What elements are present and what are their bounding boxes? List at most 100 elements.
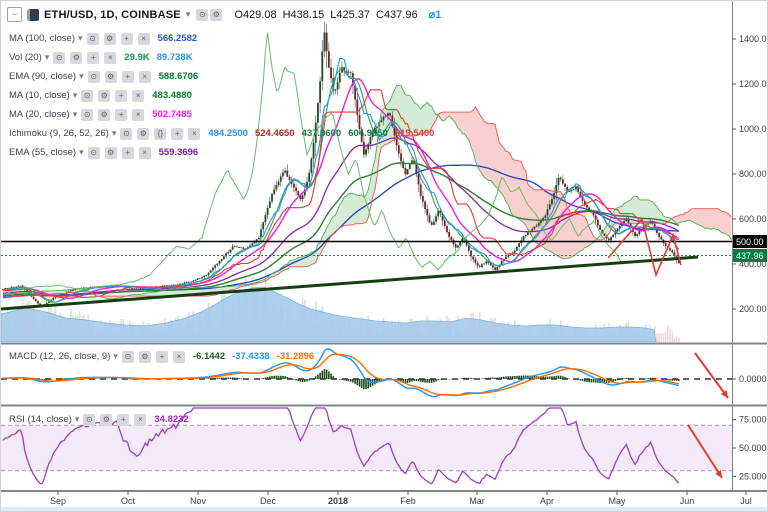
indicator-0-values: 566.2582 <box>158 33 198 44</box>
rsi-close-icon[interactable]: × <box>134 413 147 426</box>
indicator-4-caret[interactable]: ▾ <box>72 109 78 119</box>
indicator-1-close-icon[interactable]: × <box>104 51 117 64</box>
trend-line <box>1 255 699 311</box>
bottom-strip <box>1 507 767 511</box>
time-tick-label: Sep <box>50 496 66 506</box>
macd-row[interactable]: MACD (12, 26, close, 9) ▾ ⊙ ⚙ + × -6.1442 -37.4… <box>9 347 314 366</box>
time-tick-label: Dec <box>260 496 277 506</box>
chikou-line <box>2 32 623 296</box>
exchange-logo-icon <box>27 8 39 21</box>
macd-value: -31.2896 <box>276 351 315 362</box>
indicator-1-gear-icon[interactable]: ⚙ <box>70 51 83 64</box>
indicator-6-add-icon[interactable]: + <box>121 146 134 159</box>
indicator-2-close-icon[interactable]: × <box>138 70 151 83</box>
indicator-2-label: EMA (90, close) <box>9 71 77 82</box>
macd-legend: MACD (12, 26, close, 9) ▾ ⊙ ⚙ + × -6.1442 -37.4… <box>9 347 314 366</box>
symbol-toolbar: − ETH/USD, 1D, COINBASE ▾ ⊙ ⚙ O429.08 H438… <box>7 7 441 22</box>
indicator-5-eye-icon[interactable]: ⊙ <box>120 127 133 140</box>
indicator-2-caret[interactable]: ▾ <box>79 71 84 81</box>
indicator-5-caret[interactable]: ▾ <box>111 128 117 138</box>
symbol-settings-icon[interactable]: ⚙ <box>210 8 223 21</box>
rsi-tick-label: 75.0000 <box>739 415 768 425</box>
indicator-5-label: Ichimoku (9, 26, 52, 26) <box>9 128 109 139</box>
indicator-6-row[interactable]: EMA (55, close) ▾ ⊙ ⚙ + × 559.3696 <box>9 143 434 162</box>
time-axis[interactable]: Sep Oct Nov Dec 2018 Feb Mar Apr May Jun Jul <box>50 491 752 506</box>
indicator-4-values: 502.7485 <box>152 109 192 120</box>
indicator-2-gear-icon[interactable]: ⚙ <box>104 70 117 83</box>
red-arrow-drawing <box>687 424 723 479</box>
indicator-5-gear-icon[interactable]: ⚙ <box>137 127 150 140</box>
rsi-label: RSI (14, close) <box>9 414 72 425</box>
rsi-eye-icon[interactable]: ⊙ <box>83 413 96 426</box>
macd-tick-label: 0.0000 <box>739 374 767 384</box>
ohlc-readout: O429.08 H438.15 L425.37 C437.96 <box>234 9 417 21</box>
collapse-pane-icon[interactable]: − <box>7 7 22 22</box>
macd-value: -6.1442 <box>192 351 226 362</box>
indicator-0-eye-icon[interactable]: ⊙ <box>86 32 99 45</box>
indicator-0-caret[interactable]: ▾ <box>78 33 83 43</box>
ohlc-value: H438.15 <box>282 8 325 21</box>
indicator-0-row[interactable]: MA (100, close) ▾ ⊙ ⚙ + × 566.2582 <box>9 29 434 48</box>
indicator-3-eye-icon[interactable]: ⊙ <box>81 89 94 102</box>
indicator-3-close-icon[interactable]: × <box>132 89 145 102</box>
macd-gear-icon[interactable]: ⚙ <box>138 350 151 363</box>
macd-eye-icon[interactable]: ⊙ <box>121 350 134 363</box>
time-tick-label: Jun <box>680 496 695 506</box>
macd-value: -37.4338 <box>232 351 270 362</box>
rsi-gear-icon[interactable]: ⚙ <box>100 413 113 426</box>
symbol-title[interactable]: ETH/USD, 1D, COINBASE <box>44 8 181 21</box>
zigzag-drawing <box>607 217 682 278</box>
indicator-1-caret[interactable]: ▾ <box>44 52 50 62</box>
indicator-1-eye-icon[interactable]: ⊙ <box>53 51 66 64</box>
indicator-1-add-icon[interactable]: + <box>87 51 100 64</box>
indicator-4-gear-icon[interactable]: ⚙ <box>98 108 111 121</box>
indicator-5-braces-icon[interactable]: {} <box>154 127 167 140</box>
indicator-2-add-icon[interactable]: + <box>121 70 134 83</box>
indicator-4-close-icon[interactable]: × <box>132 108 145 121</box>
symbol-dropdown-caret[interactable]: ▾ <box>185 9 191 19</box>
indicator-0-close-icon[interactable]: × <box>137 32 150 45</box>
indicator-2-eye-icon[interactable]: ⊙ <box>87 70 100 83</box>
indicator-6-eye-icon[interactable]: ⊙ <box>87 146 100 159</box>
price-badge <box>733 235 767 248</box>
macd-pane <box>1 348 732 398</box>
alert-marker[interactable]: ⌀1 <box>428 9 442 21</box>
indicator-4-add-icon[interactable]: + <box>115 108 128 121</box>
indicator-1-row[interactable]: Vol (20) ▾ ⊙ ⚙ + × 29.9K 89.738K <box>9 48 434 67</box>
time-tick-label: Apr <box>540 496 554 506</box>
indicator-6-caret[interactable]: ▾ <box>79 147 84 157</box>
indicator-3-label: MA (10, close) <box>9 90 70 101</box>
indicator-5-close-icon[interactable]: × <box>188 127 201 140</box>
indicator-6-close-icon[interactable]: × <box>138 146 151 159</box>
indicator-5-row[interactable]: Ichimoku (9, 26, 52, 26) ▾ ⊙ ⚙ {} + × 484.2500 5… <box>9 124 434 143</box>
macd-add-icon[interactable]: + <box>155 350 168 363</box>
rsi-add-icon[interactable]: + <box>117 413 130 426</box>
indicator-5-add-icon[interactable]: + <box>171 127 184 140</box>
rsi-caret[interactable]: ▾ <box>74 414 80 424</box>
indicator-4-row[interactable]: MA (20, close) ▾ ⊙ ⚙ + × 502.7485 <box>9 105 434 124</box>
indicator-3-caret[interactable]: ▾ <box>72 90 78 100</box>
indicator-3-values: 483.4880 <box>152 90 192 101</box>
ichimoku-cloud <box>99 295 128 300</box>
price-tick-label: 400.00 <box>739 259 767 269</box>
rsi-row[interactable]: RSI (14, close) ▾ ⊙ ⚙ + × 34.8232 <box>9 410 189 429</box>
indicator-1-value: 29.9K <box>124 52 150 63</box>
volume-ma-area <box>1 286 657 342</box>
price-axis[interactable]: 1400.00 1200.00 1000.00 800.00 600.00 400.00 2… <box>732 34 768 314</box>
macd-close-icon[interactable]: × <box>172 350 185 363</box>
indicator-0-add-icon[interactable]: + <box>120 32 133 45</box>
indicator-6-gear-icon[interactable]: ⚙ <box>104 146 117 159</box>
indicator-2-row[interactable]: EMA (90, close) ▾ ⊙ ⚙ + × 588.6706 <box>9 67 434 86</box>
macd-caret[interactable]: ▾ <box>113 351 118 361</box>
indicator-3-gear-icon[interactable]: ⚙ <box>98 89 111 102</box>
indicator-4-eye-icon[interactable]: ⊙ <box>81 108 94 121</box>
price-tick-label: 800.00 <box>739 169 767 179</box>
indicator-0-gear-icon[interactable]: ⚙ <box>103 32 116 45</box>
indicator-6-value: 559.3696 <box>158 147 199 158</box>
indicator-3-row[interactable]: MA (10, close) ▾ ⊙ ⚙ + × 483.4880 <box>9 86 434 105</box>
symbol-eye-icon[interactable]: ⊙ <box>196 8 209 21</box>
indicator-1-values: 29.9K 89.738K <box>124 52 192 63</box>
indicator-3-add-icon[interactable]: + <box>115 89 128 102</box>
